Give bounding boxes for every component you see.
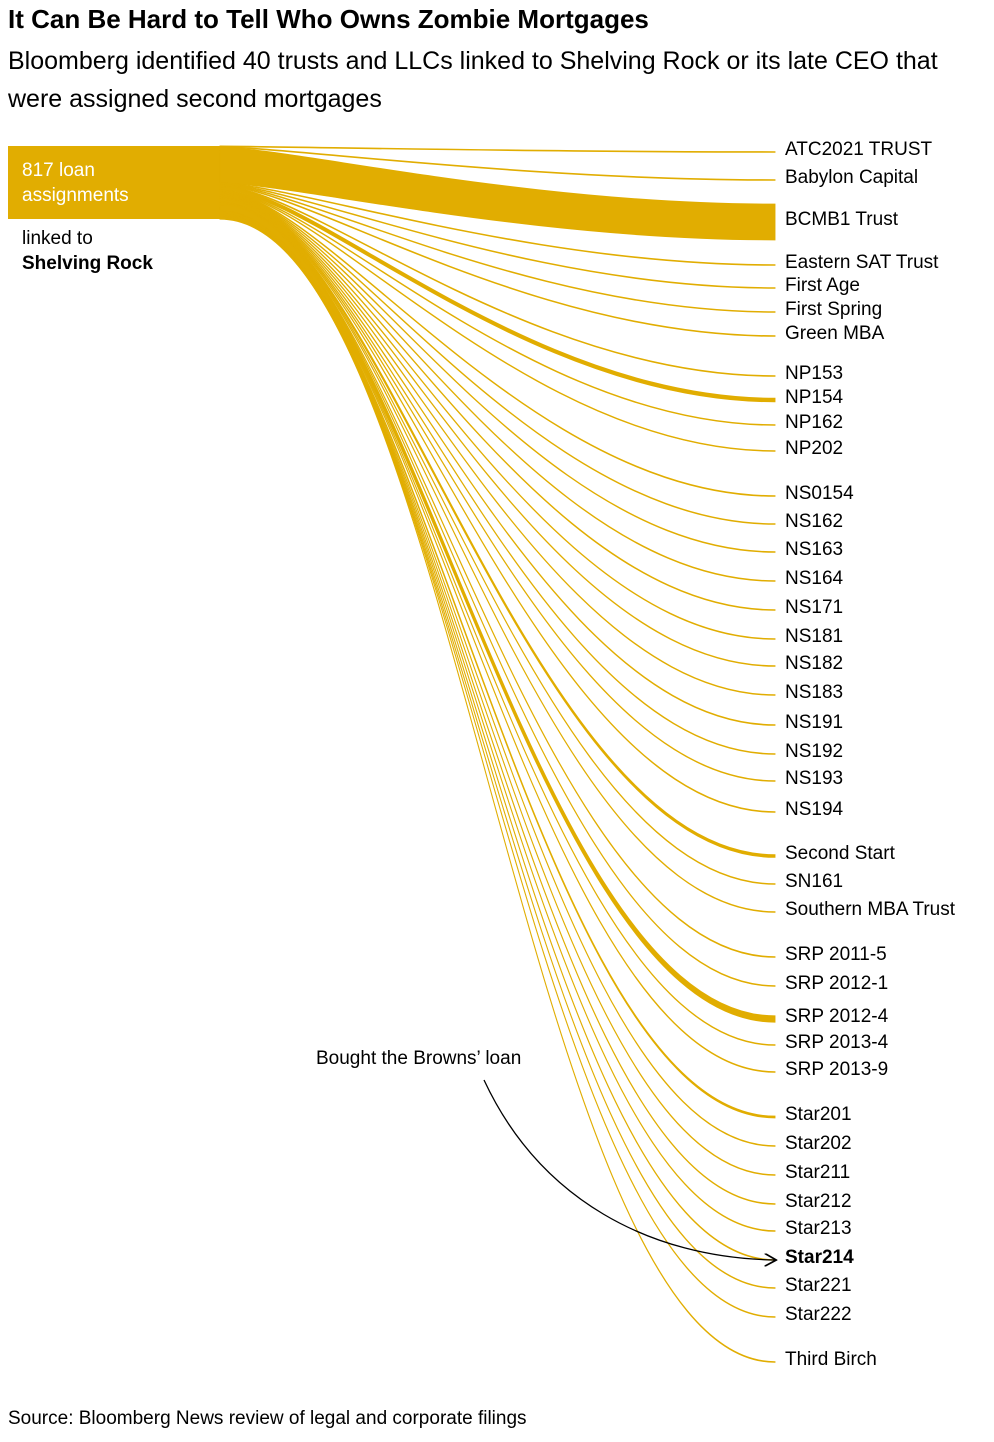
flow bbox=[219, 182, 776, 266]
flow bbox=[219, 214, 776, 1176]
target-label: NP154 bbox=[785, 387, 844, 408]
flow bbox=[219, 201, 776, 885]
target-label: Star222 bbox=[785, 1304, 852, 1325]
target-label: NP153 bbox=[785, 363, 843, 384]
target-label: Star213 bbox=[785, 1218, 852, 1239]
target-label: SRP 2011-5 bbox=[785, 944, 887, 965]
target-label: NS171 bbox=[785, 597, 843, 618]
target-label: Southern MBA Trust bbox=[785, 899, 956, 920]
flow bbox=[219, 204, 776, 1023]
chart-subtitle: Bloomberg identified 40 trusts and LLCs … bbox=[8, 47, 938, 113]
target-label: NS162 bbox=[785, 511, 843, 532]
flow bbox=[219, 203, 776, 987]
flow bbox=[219, 215, 776, 1232]
flow bbox=[219, 202, 776, 913]
target-label: Star212 bbox=[785, 1191, 852, 1212]
target-label: NS181 bbox=[785, 626, 843, 647]
flow bbox=[219, 184, 776, 337]
target-label: Green MBA bbox=[785, 323, 885, 344]
flow bbox=[219, 183, 776, 289]
flow bbox=[219, 192, 776, 553]
target-label: NS0154 bbox=[785, 483, 854, 504]
flow bbox=[219, 216, 776, 1289]
flow bbox=[219, 194, 776, 667]
target-label: ATC2021 TRUST bbox=[785, 139, 933, 160]
target-label: NS182 bbox=[785, 653, 843, 674]
target-label: BCMB1 Trust bbox=[785, 209, 899, 230]
target-label: NS191 bbox=[785, 712, 843, 733]
target-label: Star202 bbox=[785, 1133, 852, 1154]
target-label: First Age bbox=[785, 275, 860, 296]
flow bbox=[219, 196, 776, 726]
flow bbox=[219, 202, 776, 958]
target-label: SRP 2012-1 bbox=[785, 973, 888, 994]
flow bbox=[219, 185, 776, 377]
target-label: NS192 bbox=[785, 741, 843, 762]
target-label: NS194 bbox=[785, 799, 844, 820]
target-label: Babylon Capital bbox=[785, 167, 918, 188]
flow bbox=[219, 198, 776, 813]
source-note: Source: Bloomberg News review of legal a… bbox=[8, 1408, 527, 1429]
target-label: NS183 bbox=[785, 682, 843, 703]
flow bbox=[219, 194, 776, 640]
chart-title: It Can Be Hard to Tell Who Owns Zombie M… bbox=[8, 4, 649, 34]
source-node bbox=[8, 146, 221, 219]
target-label: Second Start bbox=[785, 843, 896, 864]
flow bbox=[219, 145, 776, 153]
flow bbox=[219, 146, 776, 181]
flow bbox=[219, 193, 776, 611]
flow bbox=[219, 191, 776, 525]
annotation: Bought the Browns’ loan bbox=[316, 1048, 521, 1069]
flow bbox=[219, 198, 776, 858]
flow bbox=[219, 186, 776, 403]
flow bbox=[219, 210, 776, 1046]
target-label: NS193 bbox=[785, 768, 843, 789]
target-label: NS163 bbox=[785, 539, 843, 560]
target-label: Star211 bbox=[785, 1162, 850, 1183]
flow bbox=[219, 214, 776, 1205]
flow bbox=[219, 190, 776, 452]
target-label: Third Birch bbox=[785, 1349, 877, 1370]
source-caption: linked to Shelving Rock bbox=[22, 226, 153, 276]
target-label: SRP 2012-4 bbox=[785, 1006, 889, 1027]
flow bbox=[219, 216, 776, 1261]
flow bbox=[219, 213, 776, 1147]
flow bbox=[219, 184, 776, 313]
caption-text: linked to bbox=[22, 228, 93, 249]
target-label: Star221 bbox=[785, 1275, 852, 1296]
source-name: Shelving Rock bbox=[22, 253, 153, 274]
target-label: SRP 2013-9 bbox=[785, 1059, 888, 1080]
flow bbox=[219, 211, 776, 1119]
flow bbox=[219, 195, 776, 696]
source-label: 817 loan assignments bbox=[22, 160, 129, 206]
flow bbox=[219, 218, 776, 1363]
flow bbox=[219, 210, 776, 1073]
target-label: NS164 bbox=[785, 568, 844, 589]
flow bbox=[219, 196, 776, 755]
target-label: SRP 2013-4 bbox=[785, 1032, 889, 1053]
flow bbox=[219, 146, 776, 241]
target-label: First Spring bbox=[785, 299, 882, 320]
flow bbox=[219, 190, 776, 497]
flow bbox=[219, 189, 776, 426]
target-label: Star214 bbox=[785, 1247, 854, 1268]
annotation-arrow bbox=[483, 1079, 775, 1260]
flow bbox=[219, 197, 776, 782]
target-label: Eastern SAT Trust bbox=[785, 252, 939, 273]
target-label: NP162 bbox=[785, 412, 843, 433]
flow bbox=[219, 192, 776, 582]
target-label: Star201 bbox=[785, 1104, 852, 1125]
target-label: NP202 bbox=[785, 438, 843, 459]
target-label: SN161 bbox=[785, 871, 843, 892]
